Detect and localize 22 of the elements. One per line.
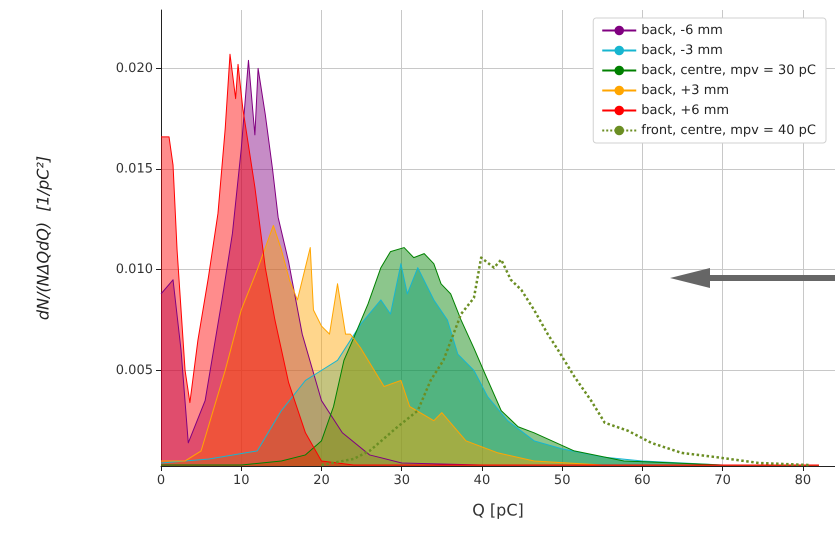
y-tick-label: 0.020 [116, 60, 153, 76]
y-tick-label: 0.015 [116, 162, 153, 177]
x-tick-label: 10 [232, 473, 250, 488]
x-tick-label: 0 [156, 473, 166, 488]
x-tick-label: 30 [393, 473, 410, 488]
legend-label: front, centre, mpv = 40 pC [641, 123, 816, 138]
x-tick-label: 40 [474, 473, 490, 488]
legend-label: back, -3 mm [641, 43, 723, 58]
legend-label: back, -6 mm [641, 23, 723, 38]
x-tick-label: 80 [794, 473, 812, 488]
legend-label: back, centre, mpv = 30 pC [641, 63, 816, 78]
x-tick-label: 50 [554, 473, 570, 488]
x-axis-title: Q [pC] [472, 500, 524, 520]
legend-label: back, +3 mm [641, 83, 730, 98]
x-tick-label: 20 [313, 473, 330, 488]
x-tick-label: 60 [634, 473, 651, 488]
y-axis-title: dN/(NΔQdQ) [1/pC²] [34, 156, 52, 320]
y-tick-label: 0.010 [116, 262, 153, 278]
legend-label: back, +6 mm [641, 103, 730, 118]
y-tick-label: 0.005 [116, 362, 153, 378]
x-tick-label: 70 [714, 473, 731, 488]
line-series [320, 256, 810, 466]
